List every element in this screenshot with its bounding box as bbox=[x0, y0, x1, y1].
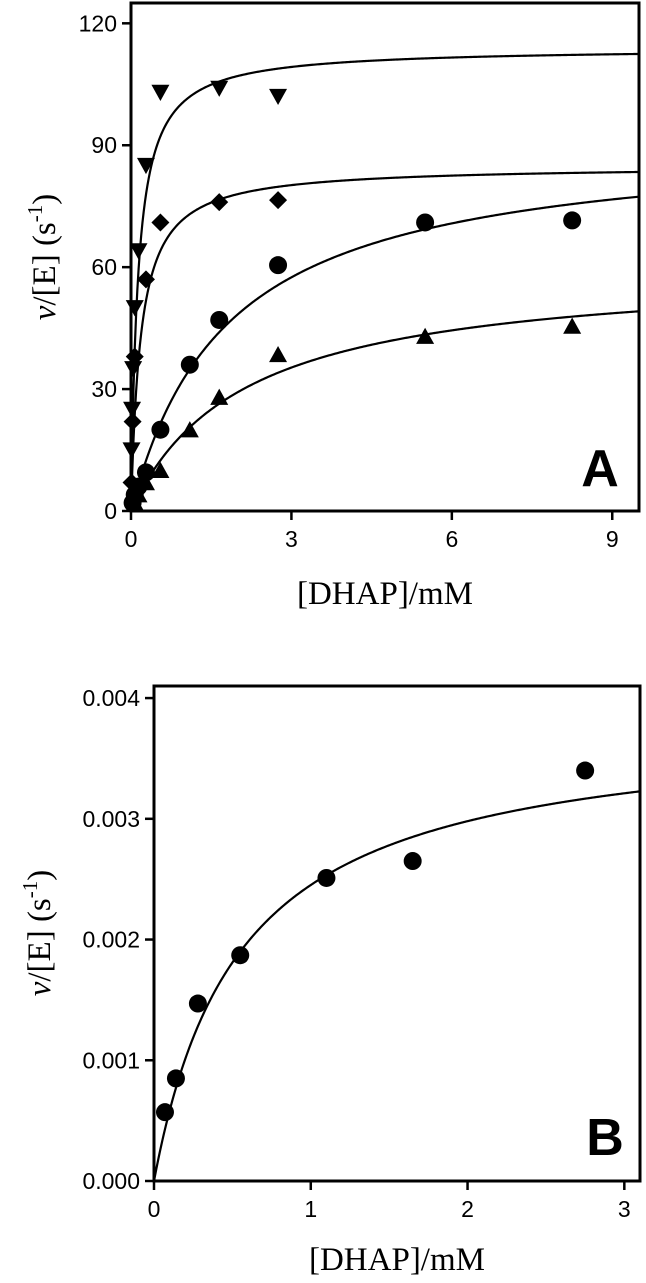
panel-a-diamond-marker bbox=[210, 193, 229, 212]
panel-b-y-tick-label: 0.000 bbox=[82, 1168, 140, 1194]
panel-a-circle-marker bbox=[563, 211, 582, 230]
panel-b-y-tick-label: 0.002 bbox=[82, 927, 140, 953]
panel-a-diamond-marker bbox=[136, 270, 155, 289]
panel-b: 0 1 2 3 0.000 0.001 0.002 0.003 0.004 B [DHAP]/m… bbox=[18, 684, 642, 1278]
panel-b-y-axis-title-close: ) bbox=[22, 870, 58, 881]
panel-a-y-tick-label: 30 bbox=[91, 376, 117, 402]
panel-b-fit-line-1 bbox=[154, 790, 640, 1181]
panel-b-marks bbox=[154, 761, 640, 1181]
panel-b-circle-marker bbox=[576, 761, 595, 780]
panel-a-circle-marker bbox=[151, 420, 170, 439]
panel-a-y-axis-title-italic: v bbox=[27, 305, 63, 320]
panel-a-x-tick-label: 9 bbox=[606, 526, 619, 552]
panel-b-x-tick-label: 2 bbox=[461, 1196, 474, 1222]
panel-a-circle-marker bbox=[269, 256, 288, 275]
panel-a-diamond-marker bbox=[123, 412, 142, 431]
panel-b-y-tick-label: 0.001 bbox=[82, 1047, 140, 1073]
panel-a-up-triangle-marker bbox=[210, 388, 229, 405]
panel-b-x-tick-label: 0 bbox=[148, 1196, 161, 1222]
panel-a-up-triangle-marker bbox=[151, 461, 170, 479]
panel-a-x-tick-label: 0 bbox=[125, 526, 138, 552]
panel-b-y-axis-title-main: /[E] (s bbox=[22, 898, 58, 981]
panel-b-y-tick-label: 0.003 bbox=[82, 806, 140, 832]
panel-b-x-axis-title: [DHAP]/mM bbox=[309, 1242, 485, 1278]
panel-a-y-axis-title-main: /[E] (s bbox=[27, 222, 63, 305]
panel-b-ticks: 0 1 2 3 0.000 0.001 0.002 0.003 0.004 bbox=[82, 685, 630, 1222]
panel-b-circle-marker bbox=[188, 994, 207, 1013]
panel-a-circle-marker bbox=[210, 310, 229, 329]
panel-a-down-triangle-marker bbox=[151, 84, 170, 101]
panel-b-y-axis-title-italic: v bbox=[22, 981, 58, 996]
panel-b-circle-marker bbox=[166, 1069, 185, 1088]
panel-b-circle-marker bbox=[403, 852, 422, 871]
panel-b-letter: B bbox=[586, 1109, 624, 1167]
panel-a-y-axis-title-sup: -1 bbox=[23, 205, 47, 223]
panel-a-y-tick-label: 0 bbox=[104, 498, 117, 524]
panel-a-up-triangle-marker bbox=[563, 317, 582, 334]
panel-a-x-tick-label: 6 bbox=[445, 526, 458, 552]
panel-b-x-tick-label: 1 bbox=[304, 1196, 317, 1222]
panel-a-fit-line-4 bbox=[131, 310, 639, 511]
panel-a-y-axis-title: v/[E] (s-1) bbox=[23, 194, 63, 321]
panel-b-plot-frame bbox=[152, 684, 642, 1183]
panel-b-circle-marker bbox=[231, 946, 250, 965]
panel-a-x-tick-label: 3 bbox=[285, 526, 298, 552]
panel-a-up-triangle-marker bbox=[180, 421, 199, 438]
panel-a-circle-marker bbox=[416, 213, 435, 232]
panel-a-up-triangle-marker bbox=[269, 345, 288, 363]
panel-a-down-triangle-marker bbox=[136, 157, 155, 175]
panel-a-fit-line-1 bbox=[131, 52, 639, 511]
panel-a-down-triangle-marker bbox=[129, 243, 148, 260]
panel-a-plot-frame bbox=[129, 1, 641, 513]
panel-a-circle-marker bbox=[180, 355, 199, 374]
panel-a-up-triangle-marker bbox=[136, 474, 155, 491]
panel-a-marks bbox=[122, 52, 639, 512]
panel-a-letter: A bbox=[581, 440, 619, 498]
panel-b-y-tick-label: 0.004 bbox=[82, 685, 140, 711]
panel-a-y-axis-title-close: ) bbox=[27, 194, 63, 205]
panel-a-x-axis-title: [DHAP]/mM bbox=[297, 576, 473, 612]
panel-a-y-tick-label: 120 bbox=[79, 10, 117, 36]
panel-b-circle-marker bbox=[155, 1103, 174, 1122]
panel-a-diamond-marker bbox=[151, 213, 170, 232]
panel-b-x-tick-label: 3 bbox=[618, 1196, 631, 1222]
panel-b-y-axis-title: v/[E] (s-1) bbox=[18, 870, 58, 997]
panel-a-diamond-marker bbox=[269, 191, 288, 210]
panel-a-down-triangle-marker bbox=[125, 300, 144, 317]
panel-a-down-triangle-marker bbox=[269, 88, 288, 106]
panel-b-y-axis-title-sup: -1 bbox=[18, 881, 42, 899]
panel-a-y-tick-label: 90 bbox=[91, 132, 117, 158]
panel-a-down-triangle-marker bbox=[210, 80, 229, 97]
panel-a-up-triangle-marker bbox=[416, 327, 435, 344]
panel-a-y-tick-label: 60 bbox=[91, 254, 117, 280]
panel-b-circle-marker bbox=[317, 868, 336, 887]
panel-a-fit-line-3 bbox=[131, 195, 639, 511]
panel-a-up-triangle-marker bbox=[129, 486, 148, 503]
